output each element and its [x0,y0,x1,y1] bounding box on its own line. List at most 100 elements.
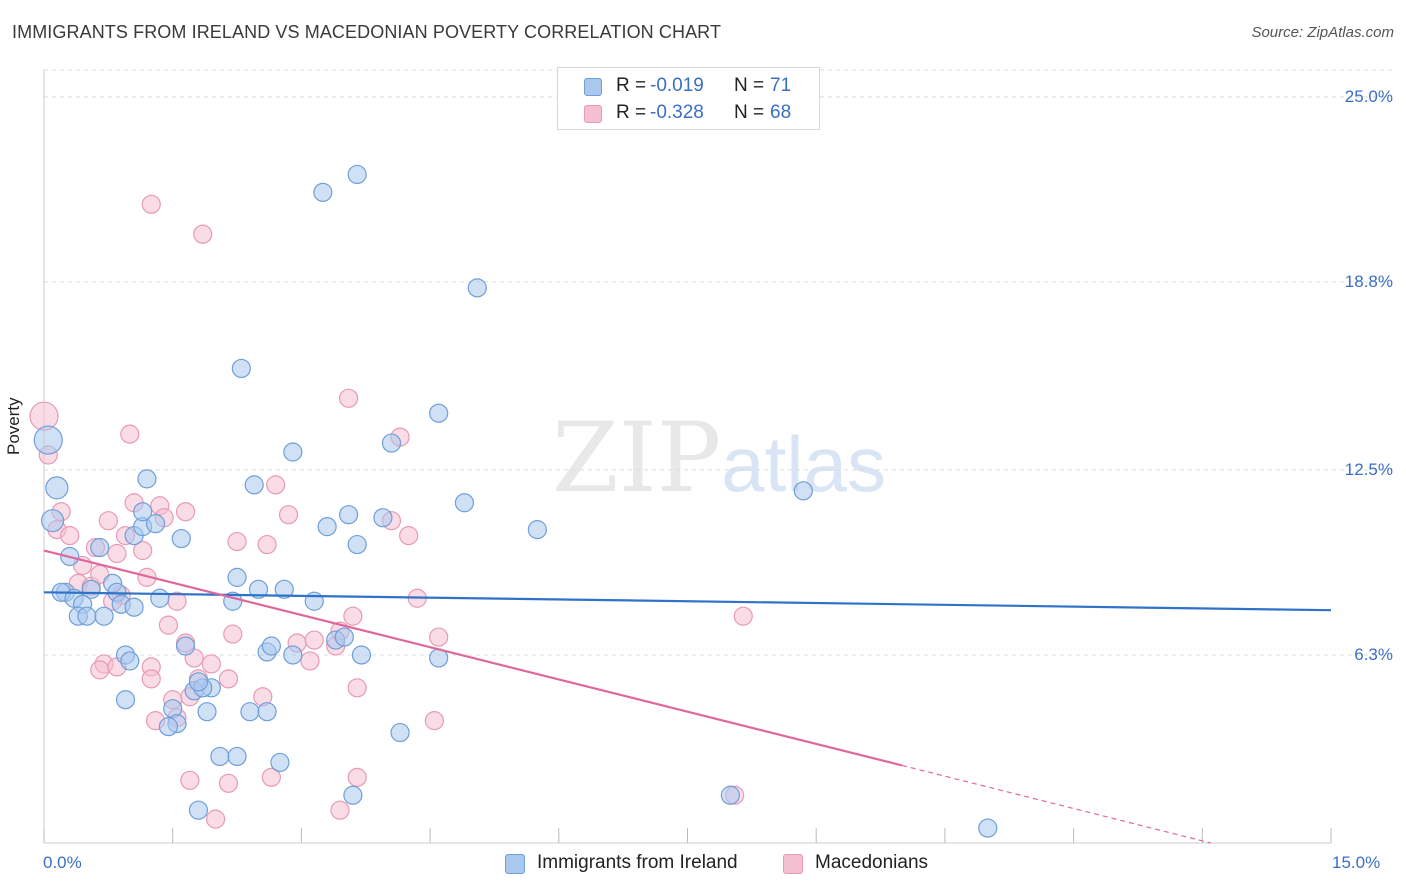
ireland-point [115,690,136,710]
y-tick-label: 25.0% [1344,86,1393,106]
ireland-point [124,597,144,617]
ireland-point [793,481,813,501]
macedonians-point [733,606,753,626]
ireland-point [343,785,363,805]
bottom-legend-swatch-pink [783,854,803,874]
legend-n-label: N = [734,102,765,123]
legend-n-label: N = [734,75,765,96]
macedonians-point [141,669,161,689]
ireland-point [334,627,354,647]
bottom-legend-swatch-blue [505,854,525,874]
macedonians-point [227,531,247,552]
ireland-point [283,645,303,665]
macedonians-point [424,711,444,731]
macedonians-point [304,630,324,650]
y-axis-label: Poverty [4,397,23,455]
macedonians-point [429,627,449,647]
bottom-legend-label: Immigrants from Ireland [537,852,738,873]
legend-row-macedonians: R = -0.328 N = 68 [558,101,819,127]
ireland-point [454,493,475,513]
ireland-point [248,579,269,599]
macedonians-point [261,767,281,787]
ireland-point [390,722,410,743]
ireland-point [40,509,65,533]
ireland-trend-line [43,591,1332,612]
ireland-point [158,717,179,737]
trend-lines [43,549,1332,844]
ireland-point [347,534,367,555]
macedonians-point [257,534,277,555]
ireland-point [373,508,393,528]
macedonians-point [60,525,80,546]
source-credit: Source: ZipAtlas.com [1251,24,1394,41]
macedonians-trend-line [43,549,903,767]
ireland-point [244,475,264,495]
macedonians-point [133,540,153,561]
stats-legend: R = -0.019 N = 71 R = -0.328 N = 68 [557,67,820,130]
ireland-point [351,645,372,665]
ireland-point [137,469,157,489]
ireland-point [283,442,303,462]
ireland-point [720,785,741,805]
macedonians-point [175,502,196,522]
macedonians-trend-extension [901,764,1212,844]
ireland-point [188,672,209,692]
legend-row-ireland: R = -0.019 N = 71 [558,74,819,100]
ireland-point [120,651,140,671]
ireland-point [270,752,290,773]
ireland-points [33,164,998,838]
macedonians-point [338,388,359,408]
y-tick-label: 6.3% [1354,644,1393,664]
ireland-point [274,579,294,599]
macedonians-point [347,678,367,698]
ireland-point [231,358,251,379]
x-tick-label-max: 15.0% [1332,853,1381,872]
ireland-point [197,702,217,722]
ireland-point [240,702,260,722]
ireland-point [171,528,191,549]
ireland-point [33,425,63,455]
ireland-point [45,476,69,500]
axes [43,70,1332,844]
ireland-point [94,606,114,626]
ireland-point [313,182,333,202]
watermark: ZIPatlas [552,402,886,514]
macedonians-point [158,615,179,635]
ireland-point [90,537,110,558]
macedonians-point [223,624,243,644]
y-tick-label: 12.5% [1344,459,1393,479]
macedonians-point [120,424,140,444]
macedonians-point [107,543,127,564]
ireland-point [261,636,281,656]
legend-r-value: -0.019 [650,75,704,96]
macedonians-point [218,773,239,793]
ireland-point [257,702,277,722]
legend-swatch-pink [584,105,602,123]
ireland-point [381,433,402,453]
ireland-point [227,746,247,767]
ireland-point [133,502,153,522]
macedonians-point [266,475,286,495]
ireland-point [317,517,337,537]
macedonians-point [206,809,226,829]
macedonians-point [98,511,118,531]
macedonians-point [180,770,200,790]
ireland-point [227,567,247,587]
macedonians-point [29,401,59,431]
ireland-point [338,505,359,525]
watermark-zip: ZIP [552,402,722,514]
macedonians-point [330,800,350,820]
ireland-point [210,746,230,767]
macedonians-point [278,505,299,525]
macedonians-point [193,224,213,244]
macedonians-point [90,660,110,680]
ireland-point [347,164,367,185]
macedonians-point [218,669,239,689]
ireland-point [188,800,209,820]
ireland-point [150,588,170,608]
macedonians-point [141,194,161,214]
y-tick-label: 18.8% [1344,271,1393,291]
chart-title: IMMIGRANTS FROM IRELAND VS MACEDONIAN PO… [12,22,722,42]
ireland-point [175,636,196,656]
